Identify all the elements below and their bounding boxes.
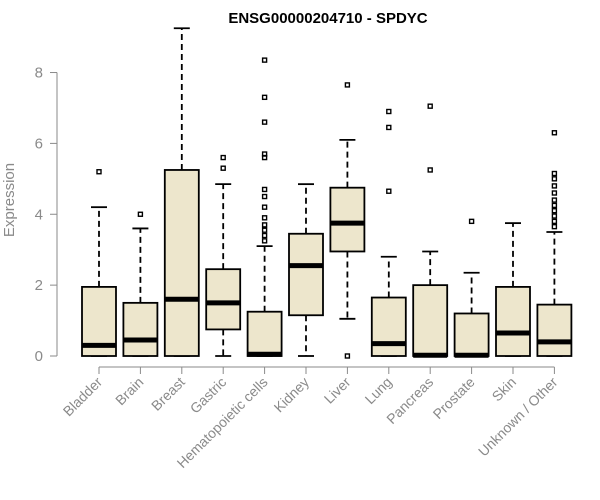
x-tick-label: Prostate <box>430 374 478 422</box>
x-tick-label: Skin <box>489 374 520 405</box>
y-tick-label: 8 <box>35 65 43 82</box>
outlier-point <box>261 57 268 63</box>
iqr-box <box>329 186 366 253</box>
outlier-point <box>551 202 558 209</box>
iqr-box <box>288 232 324 317</box>
chart-title: ENSG00000204710 - SPDYC <box>228 10 427 27</box>
box-group-6 <box>329 82 366 359</box>
outlier-point <box>551 170 558 177</box>
iqr-box <box>412 284 449 357</box>
outlier-point <box>261 238 268 244</box>
outlier-point <box>220 154 226 161</box>
iqr-box <box>205 268 242 331</box>
box-group-1 <box>122 211 159 357</box>
outlier-point <box>386 124 392 131</box>
box-group-0 <box>81 169 117 357</box>
box-group-5 <box>288 183 324 357</box>
boxes <box>81 27 573 359</box>
outlier-point <box>261 119 268 125</box>
y-tick-label: 4 <box>35 206 43 223</box>
outlier-point <box>261 193 268 200</box>
box-group-10 <box>495 222 531 357</box>
iqr-box <box>122 301 159 357</box>
outlier-point <box>551 183 558 189</box>
outlier-point <box>551 208 558 214</box>
outlier-point <box>261 227 268 233</box>
y-tick-label: 6 <box>35 135 43 152</box>
x-tick-label: Lung <box>362 374 395 407</box>
x-tick-label: Breast <box>148 374 188 414</box>
iqr-box <box>536 303 573 357</box>
box-group-4 <box>246 57 283 357</box>
x-tick-label: Liver <box>321 374 354 407</box>
outlier-point <box>220 165 226 171</box>
x-tick-label: Unknown / Other <box>475 374 561 460</box>
y-axis-label: Expression <box>1 163 18 237</box>
outlier-point <box>344 353 351 359</box>
box-group-8 <box>412 103 449 358</box>
iqr-box <box>246 310 283 357</box>
outlier-point <box>551 218 558 225</box>
x-tick-label: Kidney <box>271 374 313 416</box>
outlier-point <box>261 215 268 221</box>
outlier-point <box>261 151 268 157</box>
iqr-box <box>163 169 200 357</box>
outlier-point <box>551 176 558 182</box>
outlier-point <box>96 169 102 175</box>
outlier-point <box>551 130 558 136</box>
outlier-point <box>551 213 558 219</box>
iqr-box <box>453 312 490 357</box>
outlier-point <box>427 167 433 173</box>
box-group-9 <box>453 218 490 358</box>
box-group-3 <box>205 154 242 357</box>
outlier-point <box>551 197 558 203</box>
outlier-point <box>386 108 392 115</box>
outlier-point <box>386 188 392 194</box>
outlier-point <box>261 94 268 101</box>
box-group-11 <box>536 130 573 357</box>
outlier-point <box>344 82 351 88</box>
y-axis: 0 2 4 6 8 <box>35 65 58 365</box>
y-tick-label: 0 <box>35 348 43 365</box>
outlier-point <box>261 232 268 239</box>
box-group-7 <box>370 108 407 357</box>
outlier-point <box>427 103 433 109</box>
outlier-point <box>261 222 268 228</box>
outlier-point <box>261 186 268 193</box>
outlier-point <box>137 211 144 217</box>
x-tick-label: Bladder <box>60 374 106 420</box>
outlier-point <box>551 190 558 196</box>
iqr-box <box>495 286 531 357</box>
box-group-2 <box>163 27 200 357</box>
outlier-point <box>468 218 475 225</box>
iqr-box <box>370 296 407 357</box>
y-tick-label: 2 <box>35 277 43 294</box>
outlier-point <box>261 204 268 210</box>
x-tick-label: Brain <box>112 374 146 408</box>
outlier-point <box>551 223 558 230</box>
